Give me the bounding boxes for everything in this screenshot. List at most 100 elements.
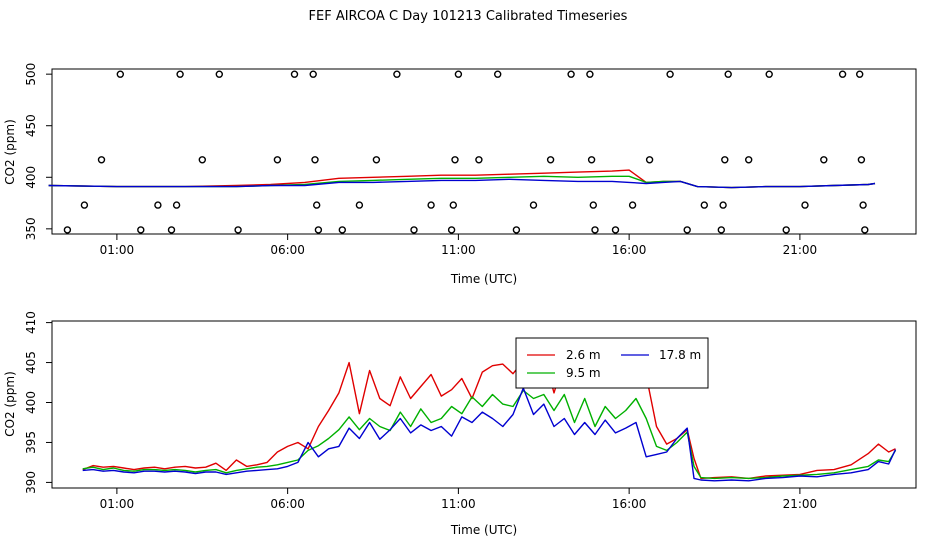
legend-label-2-6m: 2.6 m (566, 348, 601, 362)
top-point-10 (215, 70, 224, 78)
top-point-56 (859, 201, 867, 209)
bottom-xtick-label-3: 16:00 (612, 497, 647, 511)
bottom-plot-frame (51, 320, 917, 489)
top-point-17 (314, 226, 323, 234)
legend-frame (515, 337, 709, 389)
top-point-2 (97, 156, 106, 164)
top-point-57 (861, 226, 869, 234)
top-point-37 (591, 226, 599, 234)
top-point-48 (745, 156, 753, 164)
chart-main-title: FEF AIRCOA C Day 101213 Calibrated Times… (308, 9, 628, 24)
top-point-13 (290, 70, 299, 78)
top-point-35 (587, 156, 596, 164)
top-y-axis: 350 400 450 500 (24, 63, 52, 240)
bottom-xtick-label-4: 21:00 (783, 497, 818, 511)
top-point-55 (857, 156, 866, 164)
top-xtick-label-2: 11:00 (441, 243, 476, 257)
bottom-ylabel: CO2 (ppm) (3, 371, 17, 437)
top-ytick-label-2: 450 (24, 114, 38, 137)
top-point-20 (372, 156, 381, 164)
top-point-16 (313, 201, 321, 209)
top-point-43 (700, 201, 708, 209)
top-xtick-label-3: 16:00 (612, 243, 647, 257)
top-point-24 (447, 226, 456, 234)
top-point-19 (355, 201, 364, 209)
top-point-53 (838, 70, 847, 78)
top-point-18 (338, 226, 346, 234)
bottom-ytick-label-2: 400 (24, 391, 38, 414)
top-point-49 (765, 70, 773, 78)
top-point-50 (782, 226, 790, 234)
top-point-29 (494, 70, 502, 78)
top-point-38 (611, 226, 620, 234)
top-point-51 (801, 201, 809, 209)
bottom-ytick-label-1: 395 (24, 431, 38, 454)
top-point-41 (666, 70, 674, 78)
top-point-12 (273, 156, 282, 164)
top-xtick-label-1: 06:00 (270, 243, 305, 257)
bottom-ytick-label-4: 410 (24, 311, 38, 334)
top-point-14 (309, 70, 317, 78)
bottom-xtick-label-2: 11:00 (441, 497, 476, 511)
bottom-xtick-label-1: 06:00 (270, 497, 305, 511)
top-point-22 (410, 226, 418, 234)
top-panel: 01:00 06:00 11:00 16:00 21:00 350 400 450 500 T… (3, 63, 917, 286)
top-points-group (63, 70, 869, 234)
legend-label-9-5m: 9.5 m (566, 366, 601, 380)
legend-label-17-8m: 17.8 m (659, 348, 701, 362)
top-point-36 (589, 201, 597, 209)
top-point-1 (80, 201, 89, 209)
bottom-panel: 01:00 06:00 11:00 16:00 21:00 390 395 400 405 41… (3, 311, 917, 537)
bottom-xtick-label-0: 01:00 (100, 497, 135, 511)
top-point-23 (427, 201, 435, 209)
top-point-42 (683, 226, 691, 234)
top-ytick-label-3: 500 (24, 63, 38, 86)
top-point-27 (454, 70, 463, 78)
top-point-0 (63, 226, 72, 234)
top-point-45 (719, 201, 727, 209)
top-point-8 (176, 70, 184, 78)
top-point-44 (717, 226, 725, 234)
top-plot-frame (51, 68, 917, 235)
top-point-4 (137, 226, 145, 234)
top-x-axis: 01:00 06:00 11:00 16:00 21:00 (100, 234, 818, 257)
bottom-series-line-9-5-m (82, 389, 897, 480)
bottom-series-line-17-8-m (82, 387, 897, 482)
top-xlabel: Time (UTC) (450, 272, 517, 286)
top-point-33 (567, 70, 575, 78)
top-point-34 (586, 70, 594, 78)
top-ytick-label-0: 350 (24, 217, 38, 240)
top-point-54 (856, 70, 864, 78)
top-point-21 (393, 70, 401, 78)
top-point-7 (172, 201, 181, 209)
bottom-xlabel: Time (UTC) (450, 523, 517, 537)
top-point-32 (546, 156, 555, 164)
bottom-x-axis: 01:00 06:00 11:00 16:00 21:00 (100, 488, 818, 511)
bottom-y-axis: 390 395 400 405 410 (24, 311, 52, 494)
top-series-line-17-8-m (48, 178, 876, 189)
bottom-ytick-label-0: 390 (24, 471, 38, 494)
top-point-11 (234, 226, 242, 234)
top-point-30 (512, 226, 521, 234)
top-point-26 (451, 156, 459, 164)
bottom-ytick-label-3: 405 (24, 351, 38, 374)
top-point-39 (628, 201, 637, 209)
bottom-series-line-2-6-m (82, 337, 896, 480)
top-xtick-label-0: 01:00 (100, 243, 135, 257)
top-point-28 (475, 156, 483, 164)
top-point-3 (116, 70, 125, 78)
top-point-46 (721, 156, 729, 164)
top-xtick-label-4: 21:00 (783, 243, 818, 257)
top-point-25 (449, 201, 457, 209)
top-ytick-label-1: 400 (24, 166, 38, 189)
bottom-series-group (82, 337, 897, 482)
top-point-31 (529, 201, 538, 209)
top-point-40 (645, 156, 654, 164)
top-point-5 (154, 201, 162, 209)
top-point-6 (167, 226, 176, 234)
top-point-15 (311, 156, 319, 164)
top-ylabel: CO2 (ppm) (3, 119, 17, 185)
top-point-52 (820, 156, 828, 164)
top-point-9 (198, 156, 207, 164)
